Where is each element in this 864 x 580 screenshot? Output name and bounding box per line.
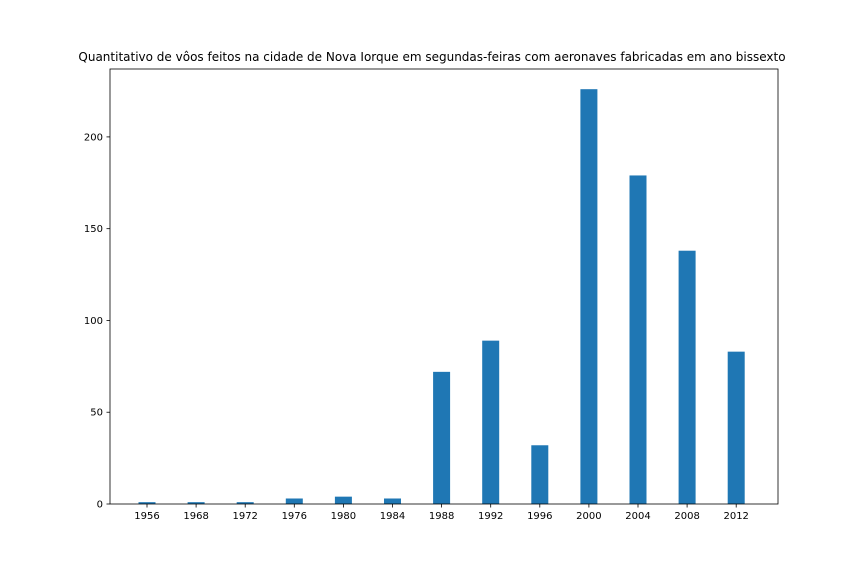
plot-frame — [109, 68, 779, 505]
y-tick-label: 200 — [84, 132, 103, 143]
bar-1996 — [531, 445, 549, 504]
y-tick-label: 150 — [84, 224, 103, 235]
x-tick-label: 2008 — [674, 511, 699, 522]
bar-2004 — [629, 175, 647, 505]
bar-1972 — [236, 502, 254, 504]
y-tick-label: 50 — [90, 408, 103, 419]
x-tick-label: 1980 — [331, 511, 356, 522]
x-tick-label: 1976 — [282, 511, 307, 522]
x-axis: 1956 1968 1972 1976 1980 1984 1988 1992 1996 2000… — [134, 504, 749, 522]
bar-1984 — [384, 498, 401, 504]
bar-1988 — [433, 371, 451, 504]
x-tick-label: 2012 — [723, 511, 748, 522]
x-tick-label: 1972 — [232, 511, 257, 522]
bar-2012 — [727, 351, 745, 504]
x-tick-label: 1956 — [134, 511, 159, 522]
x-tick-label: 2004 — [625, 511, 650, 522]
y-tick-label: 0 — [97, 500, 103, 511]
x-tick-label: 1992 — [478, 511, 503, 522]
x-tick-label: 1968 — [183, 511, 208, 522]
bar-1976 — [285, 498, 303, 504]
bar-1980 — [334, 496, 352, 504]
bar-1968 — [187, 502, 205, 504]
bar-1956 — [138, 502, 156, 504]
x-tick-label: 2000 — [576, 511, 601, 522]
x-tick-label: 1984 — [380, 511, 405, 522]
chart-title: Quantitativo de vôos feitos na cidade de… — [78, 50, 786, 64]
x-tick-label: 1996 — [527, 511, 552, 522]
bar-2000 — [580, 89, 598, 504]
bars-group — [138, 89, 745, 505]
y-axis: 0 50 100 150 200 — [84, 132, 110, 511]
y-tick-label: 100 — [84, 316, 103, 327]
x-tick-label: 1988 — [429, 511, 454, 522]
bar-1992 — [482, 340, 500, 504]
bar-2008 — [678, 250, 696, 504]
